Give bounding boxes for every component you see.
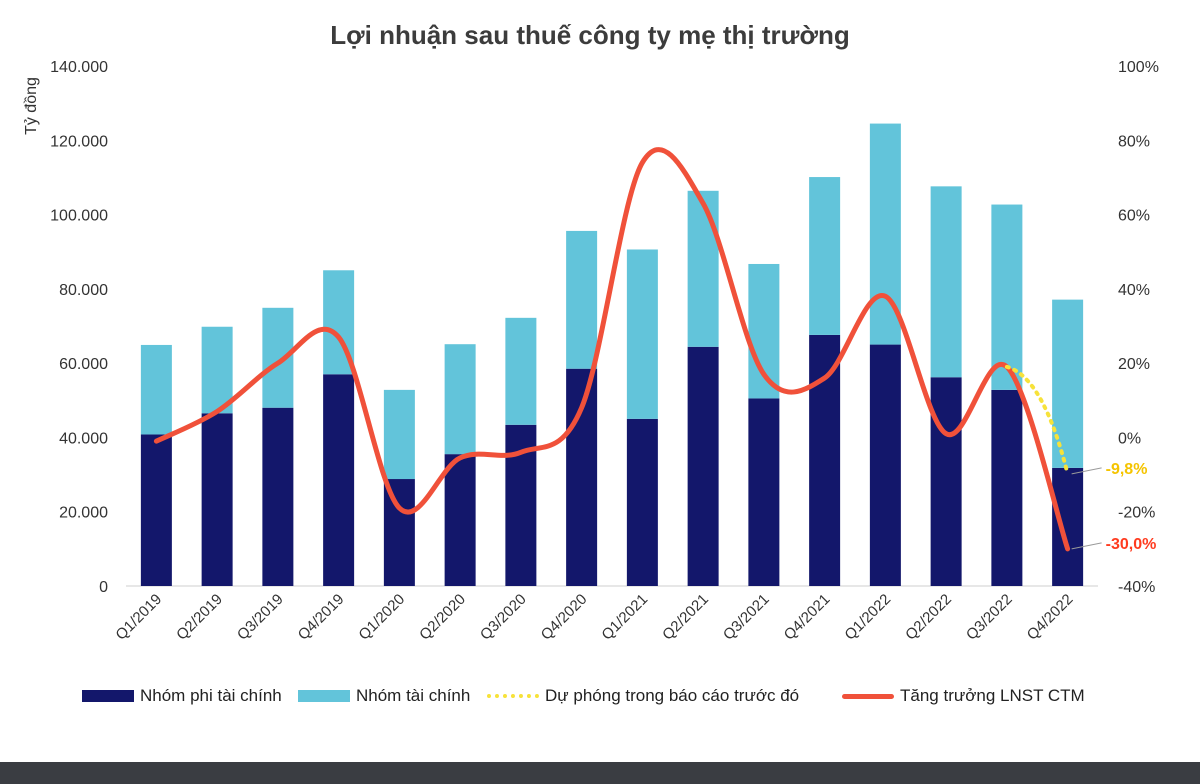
y-tick-label: 80.000 bbox=[59, 282, 108, 299]
x-tick-label: Q2/2021 bbox=[659, 591, 712, 644]
x-tick-label: Q1/2020 bbox=[355, 591, 408, 644]
legend-label-financial: Nhóm tài chính bbox=[356, 686, 471, 705]
bar-financial bbox=[687, 190, 719, 347]
x-tick-label: Q2/2020 bbox=[416, 591, 469, 644]
growth-point bbox=[336, 335, 341, 340]
legend: Nhóm phi tài chính Nhóm tài chính Dự phó… bbox=[0, 686, 1200, 712]
growth-point bbox=[640, 160, 645, 165]
y-tick-label: 40.000 bbox=[59, 430, 108, 447]
bar-non-financial bbox=[687, 346, 719, 586]
x-tick-label: Q4/2022 bbox=[1024, 591, 1077, 644]
bar-non-financial bbox=[444, 454, 476, 586]
y-axis-title: Tỷ đồng bbox=[23, 77, 40, 135]
bar-non-financial bbox=[201, 413, 233, 586]
growth-point bbox=[397, 506, 402, 510]
x-tick-label: Q2/2022 bbox=[902, 591, 955, 644]
y-tick-label: 100.000 bbox=[50, 208, 108, 225]
bar-non-financial bbox=[323, 374, 355, 586]
bar-non-financial bbox=[1052, 467, 1084, 586]
growth-point bbox=[215, 409, 220, 414]
x-tick-label: Q3/2020 bbox=[477, 591, 530, 644]
legend-label-growth: Tăng trưởng LNST CTM bbox=[900, 686, 1085, 705]
bar-financial bbox=[930, 186, 962, 378]
annotation-label: -30,0% bbox=[1106, 536, 1157, 553]
bar-non-financial bbox=[748, 398, 780, 586]
y2-tick-label: 80% bbox=[1118, 133, 1150, 150]
legend-item-financial: Nhóm tài chính bbox=[298, 686, 470, 706]
y-tick-label: 20.000 bbox=[59, 505, 108, 522]
x-tick-label: Q1/2021 bbox=[598, 591, 651, 644]
bar-financial bbox=[991, 204, 1023, 390]
bar-financial bbox=[505, 317, 537, 425]
x-tick-label: Q1/2019 bbox=[112, 591, 165, 644]
bar-non-financial bbox=[626, 418, 658, 586]
x-tick-label: Q4/2020 bbox=[538, 591, 591, 644]
x-tick-label: Q3/2021 bbox=[720, 591, 773, 644]
growth-point bbox=[944, 431, 949, 436]
annotation-leader bbox=[1071, 467, 1102, 475]
y-tick-label: 0 bbox=[99, 579, 108, 596]
x-tick-label: Q1/2022 bbox=[841, 591, 894, 644]
growth-point bbox=[822, 376, 827, 380]
legend-swatch-financial bbox=[298, 690, 350, 702]
growth-point bbox=[579, 405, 584, 410]
bar-financial bbox=[626, 249, 658, 419]
y-tick-label: 120.000 bbox=[50, 133, 108, 150]
y2-tick-label: -20% bbox=[1118, 505, 1155, 522]
growth-point bbox=[701, 201, 706, 206]
bar-non-financial bbox=[140, 434, 172, 586]
bar-financial bbox=[809, 177, 841, 335]
growth-point bbox=[458, 455, 463, 460]
bar-financial bbox=[201, 326, 233, 414]
legend-item-forecast: Dự phóng trong báo cáo trước đó bbox=[487, 686, 799, 706]
growth-point bbox=[1065, 546, 1070, 551]
x-tick-label: Q4/2019 bbox=[295, 591, 348, 644]
y2-tick-label: 60% bbox=[1118, 208, 1150, 225]
y2-tick-label: 100% bbox=[1118, 59, 1159, 76]
x-tick-label: Q4/2021 bbox=[781, 591, 834, 644]
legend-item-growth: Tăng trưởng LNST CTM bbox=[842, 686, 1085, 706]
annotation-label: -9,8% bbox=[1106, 461, 1148, 478]
legend-item-non-financial: Nhóm phi tài chính bbox=[82, 686, 282, 706]
bar-financial bbox=[444, 344, 476, 455]
bottom-window-bar bbox=[0, 762, 1200, 784]
annotation-leader bbox=[1071, 542, 1102, 550]
growth-point bbox=[518, 450, 523, 455]
bar-financial bbox=[140, 344, 172, 435]
y2-tick-label: 20% bbox=[1118, 356, 1150, 373]
growth-point bbox=[154, 439, 159, 444]
bar-financial bbox=[1052, 299, 1084, 468]
forecast-line bbox=[1004, 364, 1070, 476]
bar-financial bbox=[383, 389, 415, 480]
bar-financial bbox=[566, 230, 598, 369]
y2-tick-label: 40% bbox=[1118, 282, 1150, 299]
x-tick-label: Q2/2019 bbox=[173, 591, 226, 644]
chart-title: Lợi nhuận sau thuế công ty mẹ thị trường bbox=[330, 20, 850, 50]
x-tick-label: Q3/2019 bbox=[234, 591, 287, 644]
bar-non-financial bbox=[869, 344, 901, 586]
legend-swatch-forecast bbox=[487, 694, 539, 698]
y2-tick-label: -40% bbox=[1118, 579, 1155, 596]
legend-label-non-financial: Nhóm phi tài chính bbox=[140, 686, 282, 705]
bar-non-financial bbox=[991, 389, 1023, 586]
legend-swatch-growth bbox=[842, 693, 894, 699]
growth-point bbox=[761, 372, 766, 377]
legend-swatch-non-financial bbox=[82, 690, 134, 702]
bar-non-financial bbox=[809, 334, 841, 586]
x-tick-label: Q3/2022 bbox=[963, 591, 1016, 644]
growth-point bbox=[883, 294, 888, 299]
growth-point bbox=[275, 361, 280, 366]
legend-label-forecast: Dự phóng trong báo cáo trước đó bbox=[545, 686, 800, 705]
y2-tick-label: 0% bbox=[1118, 430, 1141, 447]
bar-non-financial bbox=[262, 407, 294, 586]
bar-non-financial bbox=[383, 479, 415, 586]
y-tick-label: 140.000 bbox=[50, 59, 108, 76]
y-tick-label: 60.000 bbox=[59, 356, 108, 373]
bar-non-financial bbox=[930, 377, 962, 586]
